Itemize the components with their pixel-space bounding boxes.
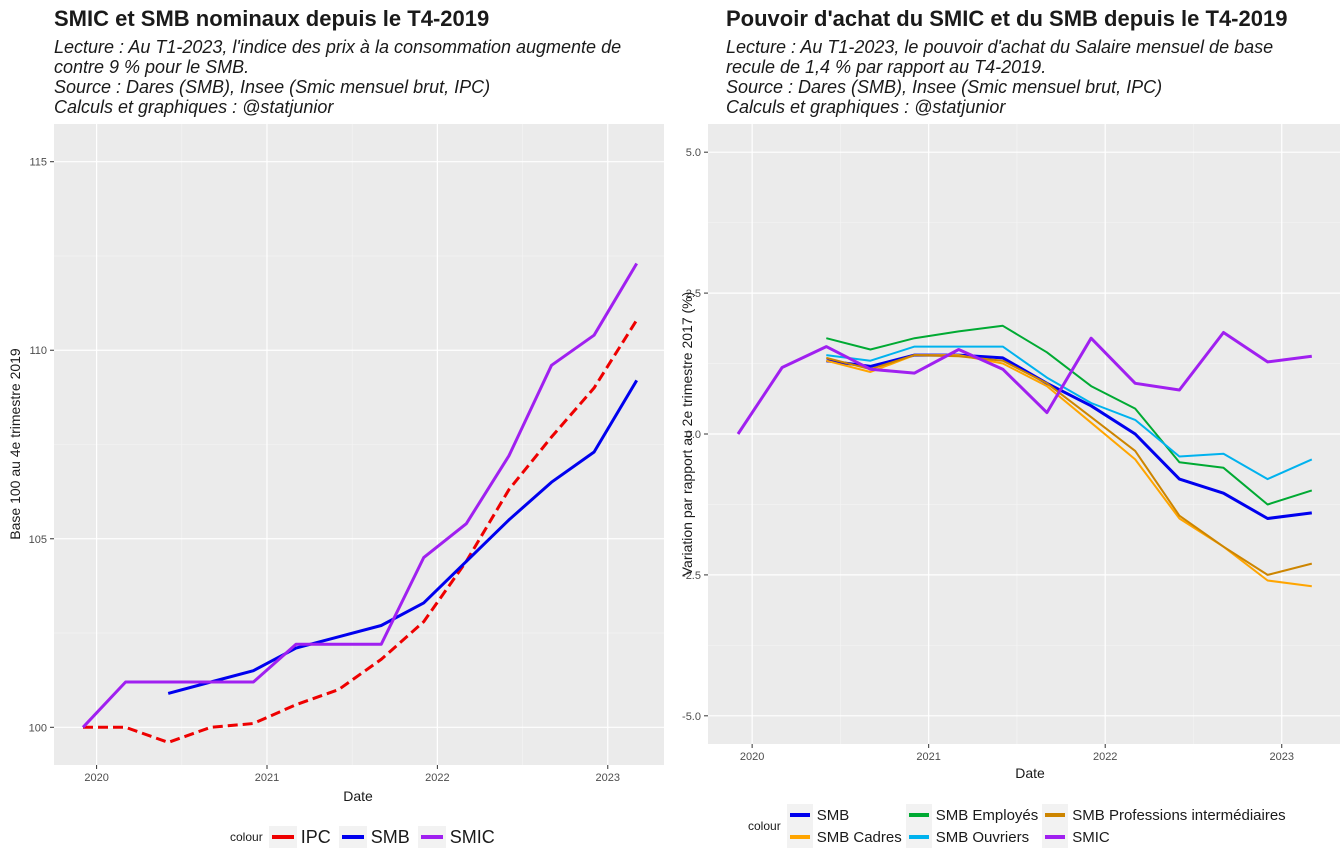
right-chart-subtitle-4: Calculs et graphiques : @statjunior (726, 97, 1006, 117)
left-chart-subtitle-1: Lecture : Au T1-2023, l'indice des prix … (54, 37, 622, 57)
right-chart-subtitle-2: recule de 1,4 % par rapport au T4-2019. (726, 57, 1047, 77)
right-y-tick-label: -2.5 (682, 570, 701, 582)
right-legend-key (1042, 826, 1069, 848)
right-y-tick-label: 5.0 (686, 147, 701, 159)
right-legend-label: SMB Cadres (816, 828, 902, 846)
right-legend-item: SMB Ouvriers (905, 826, 1039, 848)
right-legend-key (905, 826, 932, 848)
right-legend-grid: SMB SMB Cadres SMB Employés SMB Ouvriers SMB… (786, 804, 1286, 848)
right-chart-legend: colour SMB SMB Cadres SMB Employés SMB Ouvr… (748, 804, 1286, 848)
left-legend-item: SMIC (417, 826, 495, 848)
left-y-tick-label: 100 (29, 722, 47, 734)
right-series-line-smb-ouvriers (826, 345, 1313, 481)
right-chart-plot: 2020 2021 2022 2023 -5.0 -2.5 0.0 2.5 5.0 Date V… (679, 124, 1340, 781)
right-legend-key (905, 804, 932, 826)
right-legend-item: SMB (786, 804, 902, 826)
left-series-line-smb (167, 379, 638, 695)
right-legend-item: SMB Professions intermédiaires (1042, 804, 1286, 826)
right-series-line-smic (736, 331, 1312, 435)
left-x-tick-label: 2022 (425, 772, 449, 784)
right-chart-title: Pouvoir d'achat du SMIC et du SMB depuis… (726, 6, 1288, 31)
right-legend-label: SMB Ouvriers (935, 828, 1030, 846)
right-y-tick-label: 0.0 (686, 429, 701, 441)
right-legend-item: SMIC (1042, 826, 1285, 848)
left-legend-item: IPC (268, 826, 331, 848)
left-chart-subtitle-4: Calculs et graphiques : @statjunior (54, 97, 334, 117)
right-x-tick-label: 2022 (1093, 751, 1117, 763)
left-legend-item: SMB (338, 826, 410, 848)
left-y-tick-label: 110 (29, 345, 47, 357)
right-legend-title: colour (748, 819, 781, 833)
left-legend-label: IPC (300, 826, 331, 847)
left-legend-key (338, 826, 367, 848)
right-x-tick-label: 2021 (916, 751, 940, 763)
right-y-tick-label: -5.0 (682, 711, 701, 723)
right-legend-item: SMB Cadres (786, 826, 902, 848)
left-chart-subtitle-3: Source : Dares (SMB), Insee (Smic mensue… (54, 77, 491, 97)
left-legend-label: SMIC (449, 826, 495, 847)
left-chart-panel: SMIC et SMB nominaux depuis le T4-2019 L… (7, 6, 664, 848)
left-y-tick-label: 115 (29, 157, 47, 169)
left-chart-title: SMIC et SMB nominaux depuis le T4-2019 (54, 6, 490, 31)
right-chart-subtitle-3: Source : Dares (SMB), Insee (Smic mensue… (726, 77, 1163, 97)
left-chart-plot: 2020 2021 2022 2023 100 105 110 115 Date Base 1… (7, 124, 664, 804)
right-series-line-smb-employ-s (826, 324, 1313, 506)
left-y-tick-label: 105 (29, 534, 47, 546)
right-legend-label: SMB Professions intermédiaires (1072, 806, 1286, 824)
left-x-tick-label: 2020 (84, 772, 108, 784)
left-series-line-smic (81, 262, 638, 729)
right-x-tick-label: 2023 (1270, 751, 1294, 763)
right-legend-key (786, 826, 813, 848)
right-legend-label: SMB (816, 806, 850, 824)
left-chart-subtitle-2: contre 9 % pour le SMB. (54, 57, 250, 77)
right-y-tick-label: 2.5 (686, 288, 701, 300)
right-series-line-smb-professions-interm-diaires (826, 354, 1313, 576)
left-legend-label: SMB (370, 826, 410, 847)
left-legend-key (268, 826, 297, 848)
left-x-tick-label: 2021 (255, 772, 279, 784)
left-y-axis-title: Base 100 au 4e trimestre 2019 (7, 348, 23, 540)
left-series-line-ipc (83, 319, 638, 744)
right-chart-panel: Pouvoir d'achat du SMIC et du SMB depuis… (672, 0, 1344, 864)
left-chart-legend: colour IPC SMB SMIC (230, 826, 503, 848)
left-legend-title: colour (230, 830, 263, 844)
right-legend-label: SMB Employés (935, 806, 1039, 824)
right-legend-item: SMB Employés (905, 804, 1039, 826)
right-chart-subtitle-1: Lecture : Au T1-2023, le pouvoir d'achat… (726, 37, 1274, 57)
left-legend-key (417, 826, 446, 848)
left-x-axis-title: Date (343, 788, 373, 804)
right-y-axis-title: Variation par rapport au 2e trimestre 20… (679, 292, 695, 577)
left-x-tick-label: 2023 (596, 772, 620, 784)
right-legend-key (786, 804, 813, 826)
right-x-tick-label: 2020 (740, 751, 764, 763)
right-legend-key (1042, 804, 1069, 826)
right-legend-label: SMIC (1072, 828, 1110, 846)
right-x-axis-title: Date (1015, 765, 1045, 781)
